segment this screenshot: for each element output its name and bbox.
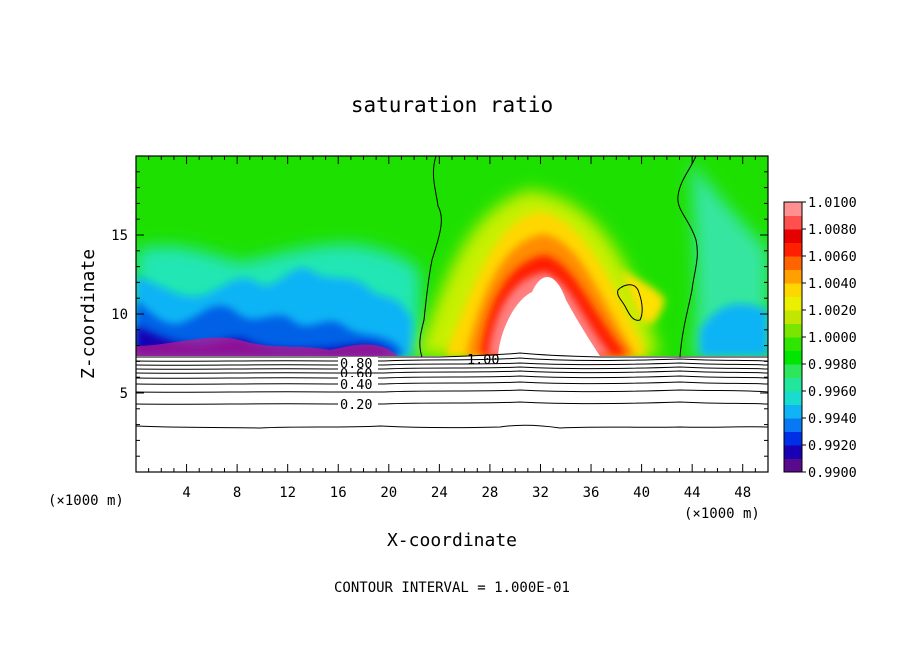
contour-label: 1.00	[467, 352, 500, 368]
colorbar-swatch	[784, 256, 802, 270]
contour-label: 0.80	[340, 356, 373, 372]
x-tick-label: 28	[481, 485, 498, 501]
colorbar-swatch	[784, 296, 802, 311]
chart-title: saturation ratio	[351, 93, 553, 117]
colorbar-swatch	[784, 350, 802, 365]
x-tick-label: 44	[684, 485, 701, 501]
contour-line	[136, 389, 768, 393]
x-axis-ticks: 4 8 12 16 20 24 28 32 36 40 44 48	[148, 156, 756, 501]
saturation-field	[136, 156, 768, 356]
contour-line	[136, 370, 768, 374]
x-tick-label: 48	[734, 485, 751, 501]
x-tick-label: 24	[431, 485, 448, 501]
colorbar-label: 1.0100	[808, 195, 857, 211]
colorbar-label: 0.9960	[808, 384, 857, 400]
colorbar-swatch	[784, 377, 802, 392]
contour-line	[136, 362, 768, 366]
x-tick-label: 40	[633, 485, 650, 501]
y-axis-label: Z-coordinate	[78, 249, 99, 379]
x-tick-label: 12	[279, 485, 296, 501]
colorbar-swatch	[784, 418, 802, 432]
contour-lines	[136, 156, 768, 429]
colorbar-label: 0.9980	[808, 357, 857, 373]
colorbar-label: 0.9900	[808, 465, 857, 481]
x-unit-label: (×1000 m)	[684, 506, 760, 522]
colorbar-swatch	[784, 445, 802, 459]
contour-interval-note: CONTOUR INTERVAL = 1.000E-01	[334, 580, 570, 596]
x-tick-label: 16	[330, 485, 347, 501]
colorbar-swatch	[784, 404, 802, 419]
colorbar-swatch	[784, 323, 802, 338]
colorbar-swatch	[784, 269, 802, 284]
x-axis-label: X-coordinate	[387, 530, 517, 551]
colorbar-label: 1.0020	[808, 303, 857, 319]
colorbar-label: 1.0040	[808, 276, 857, 292]
contour-line	[136, 357, 768, 362]
contour-label-bg	[338, 397, 378, 410]
colorbar-label: 1.0000	[808, 330, 857, 346]
contour-labels: 0.80 0.60 0.40 0.20 1.00	[338, 352, 500, 413]
contour-line	[136, 424, 768, 429]
field-purple-fringe	[136, 337, 398, 356]
colorbar-swatch	[784, 229, 802, 243]
x-tick-label: 36	[583, 485, 600, 501]
colorbar-swatch	[784, 283, 802, 297]
colorbar-label: 0.9920	[808, 438, 857, 454]
x-tick-label: 20	[380, 485, 397, 501]
colorbar-swatch	[784, 431, 802, 446]
contour-line-1.00-right	[677, 156, 698, 358]
colorbar-swatch	[784, 364, 802, 378]
y-tick-label: 10	[111, 307, 128, 323]
contour-line	[136, 375, 768, 379]
contour-line-1.00-left	[419, 156, 442, 358]
contour-line-1.00-closed	[617, 284, 643, 321]
colorbar-label: 0.9940	[808, 411, 857, 427]
contour-line	[136, 401, 768, 405]
lower-unsaturated-region	[136, 356, 768, 472]
y-tick-label: 15	[111, 228, 128, 244]
field-supersaturation-core	[498, 277, 600, 356]
contour-label-bg	[338, 357, 378, 370]
field-side-yellow-patch	[620, 270, 665, 324]
z-unit-label: (×1000 m)	[48, 493, 124, 509]
field-right-blue-band	[700, 304, 768, 356]
contour-line	[136, 366, 768, 370]
contour-line	[136, 381, 768, 385]
contour-line-1.00	[136, 352, 768, 358]
y-axis-ticks: 5 10 15	[111, 171, 768, 457]
colorbar-swatch	[784, 391, 802, 405]
plot-area: 0.80 0.60 0.40 0.20 1.00	[136, 156, 768, 472]
contour-label: 0.20	[340, 397, 373, 413]
colorbar-swatch	[784, 337, 802, 351]
x-tick-label: 32	[532, 485, 549, 501]
colorbar-swatch	[784, 215, 802, 230]
colorbar-label: 1.0080	[808, 222, 857, 238]
colorbar: 0.9900 0.9920 0.9940 0.9960 0.9980 1.0000 1.00…	[783, 195, 857, 481]
colorbar-swatch	[784, 458, 802, 473]
colorbar-label: 1.0060	[808, 249, 857, 265]
x-tick-label: 4	[182, 485, 190, 501]
colorbar-swatch	[784, 310, 802, 324]
x-tick-label: 8	[233, 485, 241, 501]
y-tick-label: 5	[120, 386, 128, 402]
colorbar-swatch	[784, 242, 802, 257]
contour-label-bg	[338, 377, 378, 390]
contour-label: 0.40	[340, 377, 373, 393]
colorbar-swatch	[784, 202, 802, 216]
